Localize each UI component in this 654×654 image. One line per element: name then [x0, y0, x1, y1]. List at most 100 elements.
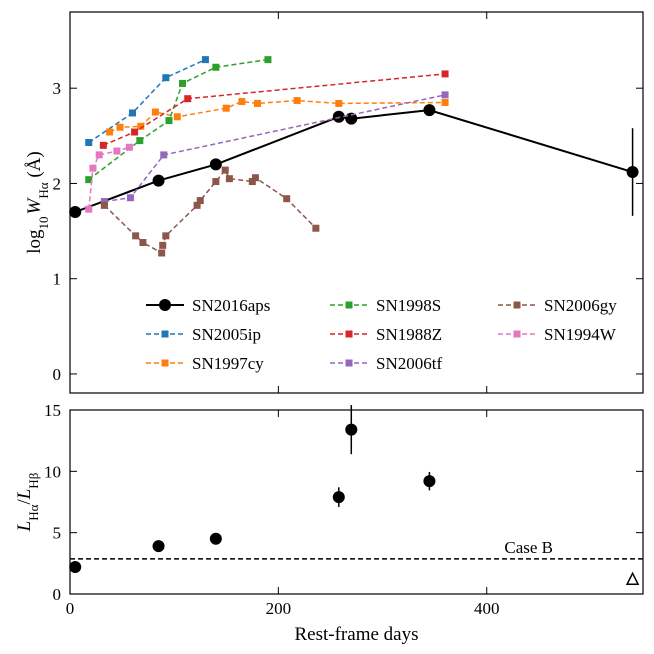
top-axes-frame [69, 11, 644, 394]
series-line-SN2005ip [88, 58, 206, 144]
point-SN2005ip [85, 138, 93, 146]
limit-triangle [625, 571, 640, 586]
point-SN2006gy [162, 232, 170, 240]
point-SN2006gy [159, 241, 167, 249]
point-SN1998S [85, 176, 93, 184]
point-SN2006gy [212, 178, 220, 186]
ylabel-prefix: log [24, 229, 45, 254]
top-ytick-label: 1 [53, 270, 62, 289]
bottom-ytick-label: 0 [53, 585, 62, 604]
legend-marker-SN2006gy [513, 301, 521, 309]
point-SN2016aps [345, 112, 358, 125]
point-SN1998S [165, 117, 173, 125]
ratio-point [69, 561, 82, 574]
ylabel-den-sub: Hβ [26, 472, 41, 488]
point-SN2006gy [248, 178, 256, 186]
point-SN2016aps [209, 158, 222, 171]
bottom-ytick-label: 10 [44, 462, 61, 481]
top-panel: 0 1 2 3 log10 WHα (Å) SN2016aps SN2005ip SN1997c… [24, 11, 644, 394]
point-SN2006gy [139, 239, 147, 247]
point-SN1997cy [254, 99, 262, 107]
legend-label-SN2005ip: SN2005ip [192, 325, 261, 344]
legend-marker-SN2016aps [159, 299, 171, 311]
point-SN1997cy [151, 108, 159, 116]
point-SN1998S [264, 56, 272, 64]
point-SN2005ip [162, 74, 170, 82]
point-SN1998S [179, 79, 187, 87]
ratio-point [209, 532, 222, 545]
point-SN2016aps [152, 174, 165, 187]
legend-label-SN1997cy: SN1997cy [192, 354, 264, 373]
point-SN2006gy [196, 197, 204, 205]
point-SN2016aps-late [626, 166, 639, 179]
legend-marker-SN1998S [345, 301, 353, 309]
ratio-point [332, 491, 345, 504]
ratio-point [345, 423, 358, 436]
series-line-SN1988Z [103, 73, 446, 146]
point-SN1994W [113, 147, 121, 155]
legend-marker-SN1997cy [161, 359, 169, 367]
point-SN2016aps [69, 206, 82, 219]
point-SN2006tf [441, 91, 449, 99]
bottom-ytick-label: 5 [53, 524, 62, 543]
point-SN1997cy [137, 122, 145, 130]
point-SN1998S [212, 63, 220, 71]
top-ytick-label: 3 [53, 79, 62, 98]
bottom-ytick-label: 15 [44, 401, 61, 420]
legend-label-SN2006tf: SN2006tf [376, 354, 442, 373]
series-line-SN2006tf [104, 94, 446, 203]
legend-marker-SN2005ip [161, 330, 169, 338]
ratio-point [423, 475, 436, 488]
x-axis-label: Rest-frame days [295, 624, 419, 645]
point-SN1997cy [335, 99, 343, 107]
point-SN1994W [85, 205, 93, 213]
bottom-xtick-label: 200 [266, 599, 292, 618]
point-SN2006tf [100, 198, 108, 206]
point-SN1998S [136, 137, 144, 145]
point-SN2006tf [126, 194, 134, 202]
legend-marker-SN1988Z [345, 330, 353, 338]
legend-label-SN1988Z: SN1988Z [376, 325, 442, 344]
point-SN2006gy [251, 174, 259, 182]
legend-label-SN2016aps: SN2016aps [192, 296, 270, 315]
point-SN1997cy [173, 113, 181, 121]
ylabel-main: W [24, 196, 45, 214]
point-SN1997cy [238, 98, 246, 106]
point-SN1997cy [106, 128, 114, 136]
ylabel-num: L [14, 521, 35, 533]
top-y-axis-label: log10 WHα (Å) [24, 151, 51, 253]
point-SN1994W [95, 151, 103, 159]
case-b-label: Case B [504, 538, 553, 557]
top-ytick-label: 0 [53, 365, 62, 384]
ylabel-sub: 10 [36, 216, 51, 229]
point-SN2006gy [193, 201, 201, 209]
point-SN1997cy [441, 98, 449, 106]
ratio-point [152, 540, 165, 553]
point-SN2016aps [332, 110, 345, 123]
bottom-xtick-label: 0 [66, 599, 75, 618]
series-line-SN2016aps [74, 109, 430, 213]
point-SN2006gy [225, 175, 233, 183]
series-line-SN2016aps-extension [429, 109, 633, 173]
point-SN2006gy [158, 249, 166, 257]
ylabel-slash: / [14, 499, 35, 505]
point-SN2005ip [201, 56, 209, 64]
point-SN2006tf [160, 151, 168, 159]
point-SN2005ip [129, 109, 137, 117]
point-SN1997cy [222, 104, 230, 112]
point-SN2006gy [132, 232, 140, 240]
ylabel-num-sub: Hα [26, 504, 41, 520]
point-SN1988Z [441, 70, 449, 78]
point-SN1997cy [116, 123, 124, 131]
ylabel-unit: (Å) [24, 151, 45, 182]
point-SN1988Z [184, 95, 192, 103]
point-SN2006gy [283, 195, 291, 203]
point-SN1988Z [131, 128, 139, 136]
point-SN2006gy [312, 224, 320, 232]
legend-label-SN2006gy: SN2006gy [544, 296, 617, 315]
legend-marker-SN1994W [513, 330, 521, 338]
series-line-SN1998S [88, 58, 269, 181]
point-SN1994W [125, 143, 133, 151]
